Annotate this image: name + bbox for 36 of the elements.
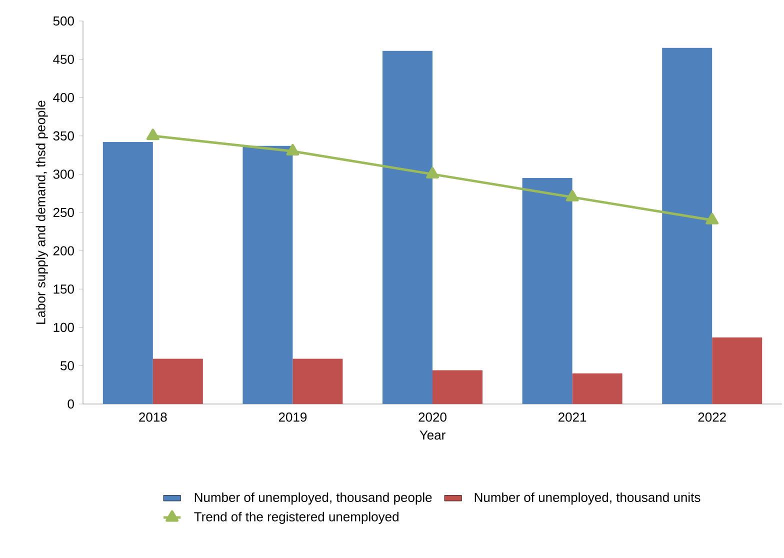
bar (522, 178, 572, 404)
x-tick-label: 2020 (418, 412, 446, 422)
bar (242, 146, 293, 404)
legend-label: Trend of the registered unemployed (194, 512, 398, 524)
y-axis-title: Labor supply and demand, thsd people (36, 100, 48, 324)
y-tick-label: 250 (53, 208, 74, 218)
x-axis-title: Year (420, 430, 446, 440)
y-tick-label: 450 (53, 54, 74, 64)
y-tick-label: 400 (53, 93, 74, 102)
x-tick-label: 2019 (278, 412, 307, 422)
y-tick-label: 150 (54, 284, 74, 294)
bar (102, 142, 153, 404)
y-tick-label: 300 (53, 170, 74, 179)
legend-label: Number of unemployed, thousand units (474, 492, 700, 505)
bar (382, 50, 433, 404)
y-tick-label: 500 (53, 16, 74, 26)
y-tick-label: 350 (53, 131, 74, 141)
bar (662, 48, 712, 404)
bar (292, 358, 343, 404)
bar (712, 337, 762, 404)
bar (572, 373, 622, 404)
y-tick-label: 0 (68, 399, 74, 409)
x-tick-label: 2022 (698, 412, 726, 422)
point (286, 144, 300, 156)
point (426, 166, 439, 178)
legend-label: Number of unemployed, thousand people (194, 492, 432, 505)
x-tick-label: 2021 (558, 412, 586, 422)
y-tick-label: 50 (60, 361, 74, 370)
x-tick-label: 2018 (139, 412, 167, 422)
y-tick-label: 100 (54, 322, 74, 332)
point (706, 212, 719, 224)
point (566, 190, 579, 202)
bar (432, 370, 483, 404)
y-tick-label: 200 (53, 246, 74, 256)
bar (152, 358, 203, 404)
point (146, 128, 160, 140)
